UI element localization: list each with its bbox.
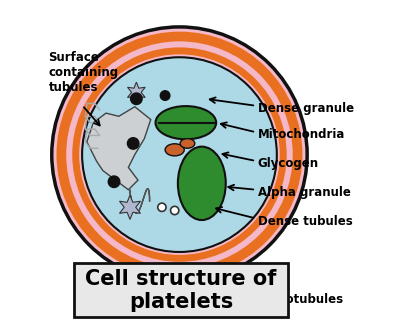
Circle shape: [108, 176, 119, 187]
Circle shape: [127, 138, 139, 149]
Polygon shape: [87, 107, 151, 190]
Circle shape: [130, 93, 142, 105]
Bar: [74, 263, 287, 317]
Text: Microtubules: Microtubules: [257, 293, 343, 306]
Circle shape: [52, 27, 306, 282]
Circle shape: [157, 203, 166, 212]
Text: Alpha granule: Alpha granule: [257, 186, 350, 199]
Circle shape: [160, 91, 169, 100]
Text: Dense tubules: Dense tubules: [257, 214, 352, 228]
Ellipse shape: [178, 147, 225, 220]
Circle shape: [170, 206, 178, 215]
Text: Surface
containing
tubules: Surface containing tubules: [48, 51, 119, 94]
Polygon shape: [119, 195, 140, 219]
Text: Dense granule: Dense granule: [257, 102, 353, 115]
Polygon shape: [127, 82, 145, 103]
Circle shape: [82, 57, 276, 252]
Ellipse shape: [180, 139, 194, 148]
Ellipse shape: [155, 106, 216, 139]
Text: Cell structure of
platelets: Cell structure of platelets: [85, 269, 276, 312]
Text: Mitochondria: Mitochondria: [257, 128, 344, 141]
Text: Glycogen: Glycogen: [257, 157, 318, 170]
Ellipse shape: [165, 144, 184, 156]
